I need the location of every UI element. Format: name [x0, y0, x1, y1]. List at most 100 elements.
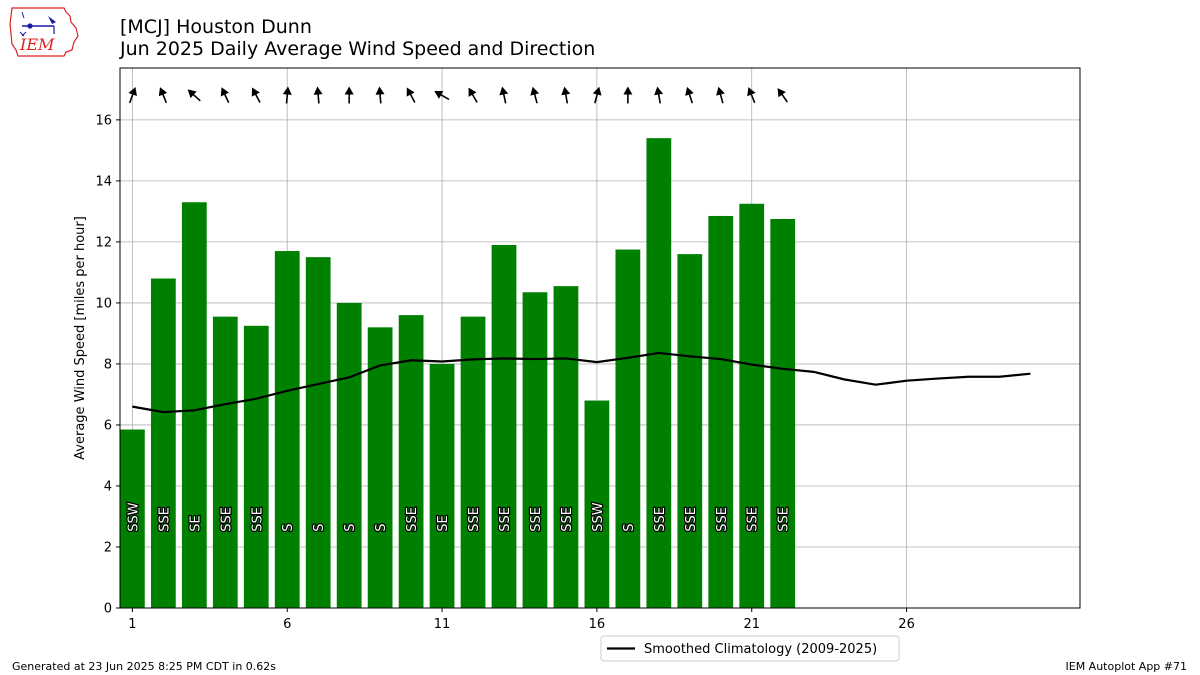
direction-arrow — [716, 86, 725, 104]
direction-arrow-head — [406, 87, 415, 97]
y-tick-label: 2 — [104, 540, 112, 555]
wind-speed-bar — [150, 278, 176, 608]
direction-arrow-head — [282, 86, 292, 95]
wind-speed-bar — [120, 429, 145, 608]
direction-label: S — [281, 523, 296, 531]
direction-arrow-head — [592, 86, 602, 96]
direction-label: SSE — [529, 507, 544, 532]
direction-arrow — [251, 87, 261, 103]
wind-speed-bar — [522, 292, 548, 608]
direction-arrow — [282, 86, 292, 104]
y-axis-label: Average Wind Speed [miles per hour] — [73, 216, 88, 460]
direction-label: S — [622, 523, 637, 531]
direction-arrow-head — [685, 86, 694, 96]
iem-logo: IEM — [9, 7, 79, 57]
direction-label: SSE — [405, 507, 420, 532]
direction-arrow-head — [530, 86, 540, 96]
direction-arrow-head — [434, 90, 444, 99]
direction-arrow-head — [187, 89, 197, 99]
direction-arrow-head — [375, 86, 385, 95]
chart-title: [MCJ] Houston Dunn Jun 2025 Daily Averag… — [120, 16, 595, 60]
direction-label: S — [312, 523, 327, 531]
direction-label: SSE — [560, 507, 575, 532]
direction-label: S — [343, 523, 358, 531]
direction-arrow-head — [623, 86, 633, 95]
wind-speed-bar — [243, 325, 269, 608]
wind-speed-bar — [677, 254, 703, 609]
y-tick-label: 6 — [104, 418, 112, 433]
wind-speed-bar — [770, 219, 796, 608]
iem-logo-text: IEM — [19, 35, 55, 54]
direction-label: SE — [436, 515, 451, 531]
y-tick-label: 12 — [95, 235, 112, 250]
y-tick-label: 16 — [95, 113, 112, 128]
direction-arrow — [592, 86, 602, 104]
direction-label: SSE — [746, 507, 761, 532]
direction-label: SSE — [467, 507, 482, 532]
y-tick-label: 14 — [95, 174, 112, 189]
chart-title-line1: [MCJ] Houston Dunn — [120, 16, 312, 38]
direction-label: SSE — [777, 507, 792, 532]
y-tick-label: 0 — [104, 602, 112, 617]
wind-speed-bar — [646, 138, 672, 608]
wind-speed-bar — [584, 400, 610, 608]
wind-speed-bar — [553, 286, 579, 608]
direction-label: SSE — [498, 507, 513, 532]
wind-speed-bar — [615, 249, 641, 608]
wind-speed-bar — [491, 244, 517, 608]
climatology-line — [132, 351, 1031, 414]
direction-arrow — [344, 86, 354, 104]
plot-frame — [119, 67, 1081, 609]
x-tick-label: 6 — [283, 617, 291, 632]
direction-arrow-head — [716, 86, 725, 96]
direction-label: SSW — [126, 502, 141, 532]
direction-arrow — [158, 87, 168, 104]
x-tick-label: 21 — [743, 617, 760, 632]
direction-arrow — [747, 87, 756, 104]
wind-speed-bar — [305, 257, 331, 608]
direction-arrow — [561, 86, 571, 104]
direction-arrow-head — [747, 87, 756, 97]
wind-speed-bar — [336, 302, 362, 608]
direction-label: S — [374, 523, 389, 531]
direction-label: SSE — [250, 507, 265, 532]
direction-arrow-head — [251, 87, 260, 97]
direction-label: SSE — [157, 507, 172, 532]
x-tick-label: 16 — [589, 617, 606, 632]
y-tick-label: 10 — [95, 296, 112, 311]
y-tick-label: 8 — [104, 357, 112, 372]
direction-arrow — [530, 86, 540, 104]
legend-box — [600, 635, 900, 662]
direction-arrow — [220, 87, 230, 104]
direction-label: SSE — [219, 507, 234, 532]
direction-label: SSE — [684, 507, 699, 532]
wind-speed-bar — [274, 251, 300, 608]
x-tick-label: 26 — [898, 617, 915, 632]
direction-arrow-head — [561, 86, 571, 96]
wind-speed-bar — [739, 203, 765, 609]
direction-arrow-head — [128, 87, 137, 97]
direction-arrow — [777, 88, 788, 103]
x-tick-label: 11 — [434, 617, 451, 632]
legend: Smoothed Climatology (2009-2025) — [600, 635, 900, 662]
direction-label: SSE — [715, 507, 730, 532]
direction-arrow — [685, 86, 694, 104]
direction-arrow-head — [158, 87, 168, 97]
direction-arrow — [434, 90, 450, 101]
wind-speed-bar — [212, 316, 238, 608]
direction-arrow — [499, 86, 509, 104]
direction-label: SE — [188, 515, 203, 531]
wind-speed-bar — [708, 215, 734, 608]
direction-arrow-head — [313, 86, 323, 95]
wind-speed-bar — [460, 316, 486, 608]
direction-arrow-head — [468, 87, 477, 97]
footer-app-label: IEM Autoplot App #71 — [1065, 660, 1188, 673]
direction-arrow — [406, 87, 416, 103]
direction-arrow — [128, 87, 137, 104]
direction-label: SSW — [591, 502, 606, 532]
direction-arrow-head — [777, 88, 786, 98]
direction-arrow — [623, 86, 633, 104]
direction-arrow — [654, 86, 664, 104]
x-tick-label: 1 — [128, 617, 136, 632]
